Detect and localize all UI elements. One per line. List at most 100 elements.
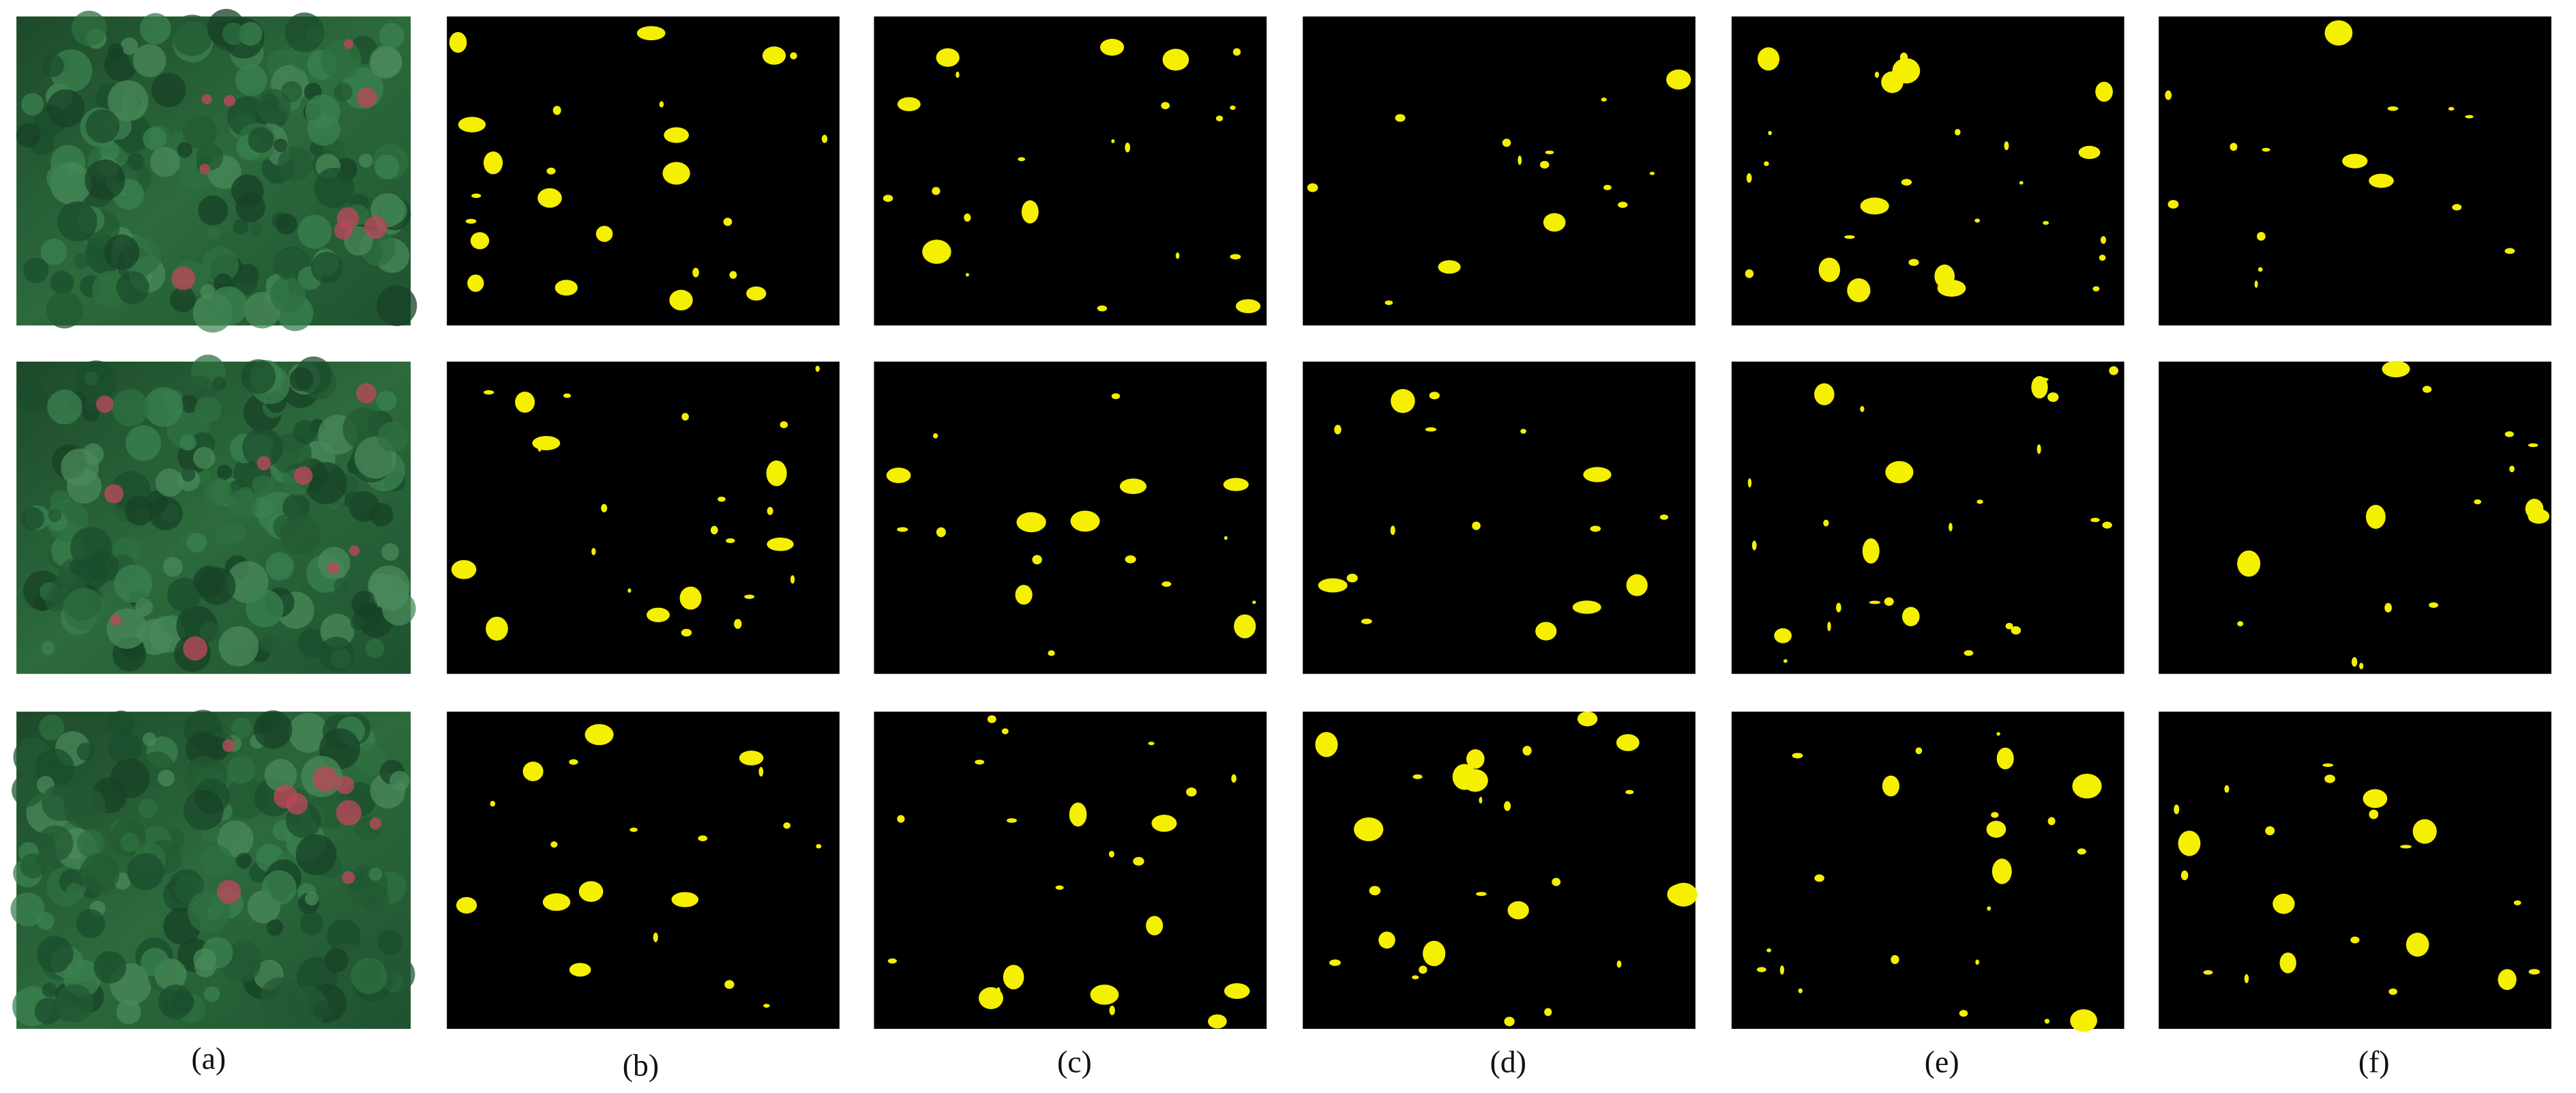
red-crown: [104, 484, 124, 504]
detected-region: [1231, 774, 1237, 783]
detected-region: [734, 619, 742, 629]
tree-crown: [205, 736, 229, 760]
tree-crown: [203, 986, 220, 1002]
tree-crown: [365, 639, 385, 658]
tree-crown: [300, 911, 324, 935]
detected-region: [1007, 818, 1017, 823]
tree-crown: [120, 832, 140, 852]
detected-region: [1175, 252, 1180, 259]
tree-crown: [324, 948, 349, 973]
detected-region: [2070, 1009, 2097, 1032]
tree-crown: [127, 153, 145, 171]
tree-crown: [284, 12, 325, 53]
red-crown: [369, 817, 382, 830]
red-crown: [217, 879, 241, 904]
detected-region: [1472, 521, 1481, 530]
tree-crown: [368, 867, 383, 881]
detected-region: [2324, 774, 2335, 783]
tree-crown: [120, 37, 138, 55]
tree-crown: [46, 291, 83, 329]
tree-crown: [231, 174, 264, 207]
detected-region: [766, 460, 787, 486]
tree-crown: [200, 845, 233, 878]
detected-region: [1669, 882, 1698, 907]
tree-crown: [177, 142, 193, 158]
detected-region: [1535, 622, 1557, 641]
detected-region: [2244, 974, 2249, 984]
detected-region: [1823, 519, 1829, 527]
mask-background: [1731, 16, 2125, 326]
detected-region: [2412, 819, 2437, 844]
tree-crown: [305, 892, 319, 905]
detected-region: [1215, 115, 1224, 121]
tree-crown: [278, 146, 313, 182]
detected-region: [1346, 573, 1358, 583]
tree-crown: [179, 434, 196, 451]
detected-region: [1745, 269, 1754, 278]
tree-crown: [55, 984, 94, 1023]
detected-region: [1937, 280, 1966, 297]
detected-region: [458, 117, 486, 132]
detected-region: [922, 239, 951, 264]
segmentation-mask: [874, 362, 1267, 674]
detected-region: [1235, 299, 1261, 314]
tree-crown: [40, 238, 68, 265]
panels: [10, 9, 2551, 1032]
detected-region: [1908, 259, 1919, 266]
detected-region: [1518, 155, 1522, 165]
tree-crown: [265, 552, 294, 581]
detected-region: [1814, 874, 1824, 882]
detected-region: [1108, 851, 1114, 858]
tree-crown: [16, 123, 41, 148]
mask-background: [1731, 712, 2125, 1029]
detected-region: [1862, 538, 1880, 564]
tree-crown: [61, 448, 99, 487]
tree-crown: [379, 956, 415, 993]
detected-region: [2078, 145, 2101, 160]
detected-region: [2092, 286, 2100, 292]
detected-region: [1991, 812, 1999, 818]
detected-region: [2369, 173, 2394, 188]
red-crown: [223, 95, 235, 107]
detected-region: [451, 559, 477, 579]
mask-background: [2159, 712, 2551, 1029]
red-crown: [171, 266, 196, 291]
tree-crown: [156, 468, 184, 497]
tree-crown: [106, 608, 147, 649]
detected-region: [1161, 102, 1170, 110]
tree-crown: [74, 252, 90, 269]
detected-region: [2167, 200, 2179, 209]
detected-region: [1996, 747, 2014, 770]
detected-region: [1412, 774, 1423, 779]
detected-region: [515, 392, 535, 413]
tree-crown: [273, 514, 297, 539]
tree-crown: [114, 564, 153, 603]
tree-crown: [108, 710, 134, 737]
detected-region: [2400, 845, 2412, 849]
mask-background: [1303, 16, 1696, 326]
detected-region: [2384, 602, 2392, 613]
detected-region: [1151, 815, 1177, 832]
tree-crown: [377, 422, 409, 452]
detected-region: [1869, 600, 1881, 604]
tree-crown: [23, 257, 49, 283]
detected-region: [1307, 183, 1318, 192]
tree-crown: [187, 532, 207, 553]
red-crown: [312, 766, 338, 792]
detected-region: [465, 218, 477, 224]
tree-crown: [334, 578, 350, 594]
tree-crown: [149, 147, 181, 177]
tree-crown: [278, 263, 294, 280]
segmentation-mask: [2159, 360, 2551, 674]
detected-region: [2350, 936, 2360, 944]
mask-background: [1303, 712, 1696, 1029]
detected-region: [1975, 959, 1979, 965]
detected-region: [1774, 628, 1792, 643]
detected-region: [2365, 504, 2386, 529]
detected-region: [726, 538, 735, 543]
detected-region: [1836, 602, 1841, 613]
detected-region: [2324, 20, 2353, 46]
tree-crown: [10, 892, 45, 927]
tree-crown: [314, 1001, 332, 1019]
tree-crown: [151, 72, 186, 108]
